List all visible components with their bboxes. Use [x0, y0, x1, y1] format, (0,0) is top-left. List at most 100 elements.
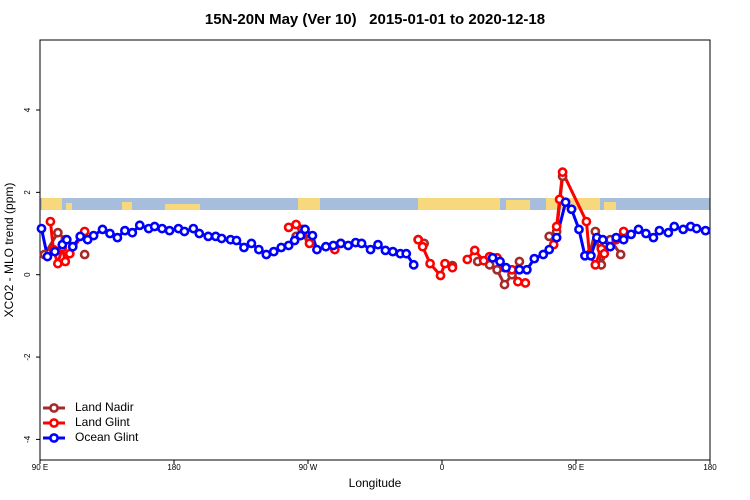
data-point: [408, 259, 419, 270]
data-point: [401, 248, 412, 259]
data-point: [551, 232, 562, 243]
data-point: [304, 238, 315, 249]
data-point: [119, 225, 130, 236]
data-point: [328, 240, 339, 251]
plot-frame: [39, 39, 711, 461]
y-tick-label: 0: [23, 272, 32, 277]
map-strip: [40, 198, 710, 210]
data-point: [487, 252, 498, 263]
data-point: [678, 224, 689, 235]
data-point: [469, 245, 480, 256]
y-tick-label: -4: [23, 435, 32, 443]
x-axis-label: Longitude: [349, 476, 402, 490]
data-point: [417, 241, 428, 252]
data-point: [557, 167, 568, 178]
data-point: [590, 259, 601, 270]
data-point: [356, 238, 367, 249]
data-point: [663, 227, 674, 238]
data-point: [611, 232, 622, 243]
chart-title: 15N-20N May (Ver 10) 2015-01-01 to 2020-…: [205, 11, 545, 28]
legend-label: Land Glint: [75, 415, 130, 429]
data-point: [343, 240, 354, 251]
data-point: [669, 221, 680, 232]
legend-label: Land Nadir: [75, 400, 134, 414]
data-point: [544, 231, 555, 242]
data-point: [380, 245, 391, 256]
data-point: [216, 233, 227, 244]
y-tick-label: 2: [23, 190, 32, 195]
data-point: [574, 224, 584, 235]
data-point: [387, 246, 398, 257]
data-point: [435, 270, 446, 281]
data-point: [134, 220, 145, 231]
data-point: [261, 249, 272, 260]
data-point: [581, 216, 592, 227]
data-point: [425, 258, 435, 269]
legend-marker: [49, 403, 59, 413]
data-point: [295, 230, 306, 241]
data-point: [521, 264, 532, 275]
data-point: [289, 235, 300, 246]
x-tick-label: 90 E: [32, 463, 48, 472]
data-point: [203, 231, 214, 242]
data-point: [312, 244, 322, 255]
data-point: [618, 226, 629, 237]
data-point: [605, 241, 616, 252]
data-point: [127, 227, 138, 238]
data-point: [300, 224, 310, 235]
data-point: [633, 224, 644, 235]
data-point: [501, 262, 511, 273]
data-point: [149, 221, 160, 232]
data-point: [447, 262, 458, 273]
data-point: [365, 244, 376, 255]
data-point: [700, 225, 711, 236]
data-point: [538, 249, 549, 260]
data-point: [615, 249, 626, 260]
data-point: [188, 223, 199, 234]
data-point: [492, 264, 502, 275]
data-point: [276, 242, 287, 253]
y-tick-label: -2: [23, 353, 32, 361]
data-point: [566, 204, 577, 215]
data-point: [691, 223, 702, 234]
data-point: [440, 258, 450, 269]
data-point: [291, 219, 301, 230]
data-point: [42, 251, 53, 262]
data-point: [551, 221, 562, 232]
x-tick-label: 180: [703, 463, 717, 472]
data-point: [253, 244, 264, 255]
data-point: [79, 249, 90, 260]
data-point: [373, 239, 383, 250]
data-point: [52, 227, 63, 238]
data-point: [61, 234, 72, 245]
legend-marker: [49, 433, 59, 443]
data-point: [179, 226, 190, 237]
data-point: [648, 232, 659, 243]
data-point: [514, 256, 525, 267]
data-point: [36, 223, 47, 234]
data-point: [283, 240, 294, 251]
data-point: [105, 228, 115, 239]
data-point: [462, 254, 473, 265]
data-point: [654, 225, 665, 236]
legend-label: Ocean Glint: [75, 430, 139, 444]
data-point: [544, 244, 555, 255]
legend-marker: [49, 418, 59, 428]
data-point: [618, 234, 629, 245]
data-point: [626, 229, 636, 240]
data-point: [599, 248, 610, 259]
data-point: [157, 223, 167, 234]
data-point: [246, 238, 257, 249]
data-point: [585, 250, 596, 261]
data-point: [45, 216, 56, 227]
data-point: [529, 253, 540, 264]
data-point: [320, 241, 331, 252]
data-point: [514, 264, 525, 275]
data-point: [112, 232, 123, 243]
data-point: [520, 278, 531, 288]
data-point: [597, 234, 608, 245]
data-point: [413, 234, 424, 245]
data-point: [97, 224, 108, 235]
data-point: [194, 228, 205, 239]
